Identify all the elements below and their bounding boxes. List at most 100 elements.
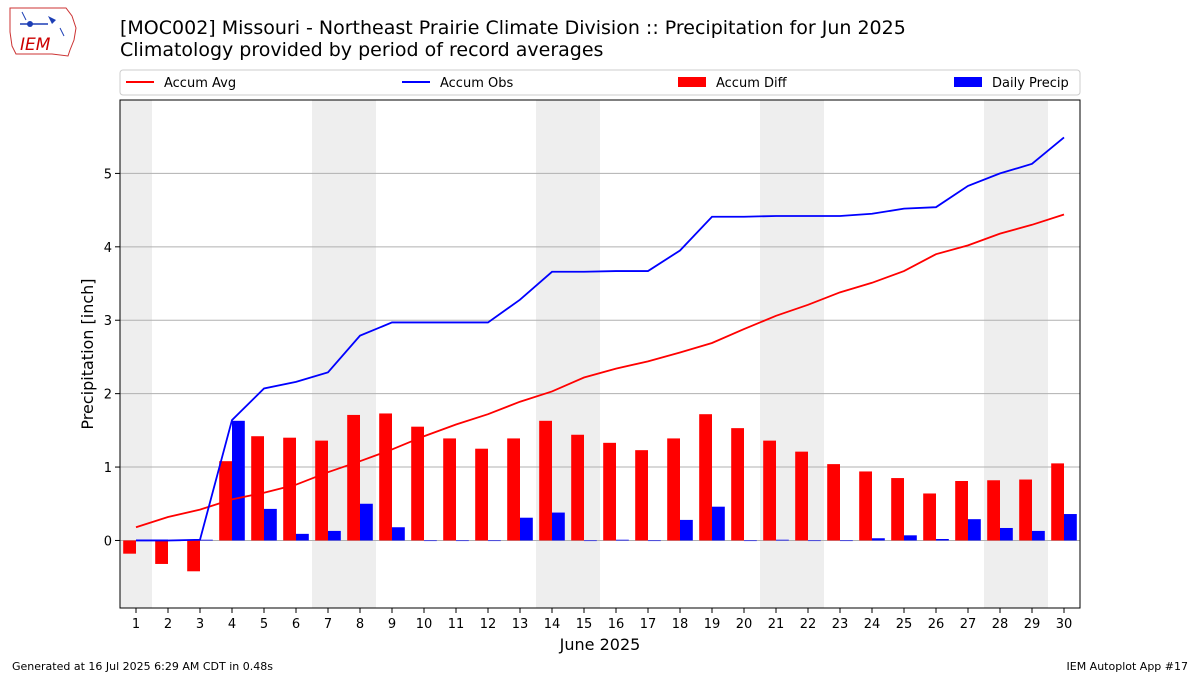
diff-bar-23 — [827, 464, 840, 541]
daily-bar-27 — [968, 519, 981, 541]
daily-bar-15 — [584, 540, 597, 542]
daily-bar-11 — [456, 540, 469, 542]
y-tick-label-1: 1 — [104, 461, 112, 476]
diff-bar-22 — [795, 451, 808, 541]
chart-subtitle: Climatology provided by period of record… — [120, 39, 604, 61]
legend-box — [119, 69, 1081, 96]
y-axis-label: Precipitation [inch] — [78, 278, 97, 429]
x-tick-label-14: 14 — [544, 617, 561, 632]
x-tick-label-22: 22 — [800, 617, 817, 632]
x-tick-label-5: 5 — [260, 617, 268, 632]
x-axis-label: June 2025 — [559, 635, 641, 654]
app-note: IEM Autoplot App #17 — [1066, 660, 1189, 673]
x-tick-label-20: 20 — [736, 617, 753, 632]
line-series — [135, 136, 1065, 542]
x-tick-label-12: 12 — [480, 617, 497, 632]
diff-bar-24 — [859, 471, 872, 541]
daily-bar-21 — [776, 539, 789, 541]
legend-daily-precip-label: Daily Precip — [992, 76, 1069, 91]
bar-series — [123, 413, 1077, 572]
daily-bar-18 — [680, 519, 693, 541]
x-tick-label-4: 4 — [228, 617, 236, 632]
x-tick-label-7: 7 — [324, 617, 332, 632]
line-accum-avg — [135, 213, 1065, 529]
weekend-band-1 — [120, 100, 152, 608]
diff-bar-19 — [699, 414, 712, 541]
x-tick-label-29: 29 — [1024, 617, 1041, 632]
legend-daily-precip-swatch — [954, 77, 982, 87]
x-tick-label-28: 28 — [992, 617, 1009, 632]
daily-bar-23 — [840, 540, 853, 542]
diff-bar-25 — [891, 478, 904, 541]
diff-bar-1 — [123, 540, 136, 554]
x-tick-label-23: 23 — [832, 617, 849, 632]
daily-bar-25 — [904, 535, 917, 541]
daily-bar-19 — [712, 506, 725, 541]
x-tick-label-10: 10 — [416, 617, 433, 632]
diff-bar-8 — [347, 414, 360, 541]
diff-bar-14 — [539, 420, 552, 541]
x-tick-label-3: 3 — [196, 617, 204, 632]
daily-bar-7 — [328, 530, 341, 541]
diff-bar-30 — [1051, 463, 1064, 541]
iem-logo: IEM — [8, 6, 80, 60]
x-tick-label-16: 16 — [608, 617, 625, 632]
x-tick-label-9: 9 — [388, 617, 396, 632]
x-tick-label-11: 11 — [448, 617, 465, 632]
daily-bar-5 — [264, 508, 277, 541]
daily-bar-26 — [936, 538, 949, 541]
daily-bar-30 — [1064, 514, 1077, 541]
diff-bar-21 — [763, 440, 776, 541]
daily-bar-24 — [872, 538, 885, 541]
y-gridlines — [120, 172, 1080, 541]
diff-bar-20 — [731, 428, 744, 541]
diff-bar-26 — [923, 493, 936, 541]
diff-bar-5 — [251, 436, 264, 541]
y-tick-label-3: 3 — [104, 314, 112, 329]
logo-text: IEM — [20, 35, 51, 55]
diff-bar-12 — [475, 448, 488, 541]
x-tick-label-25: 25 — [896, 617, 913, 632]
x-tick-label-24: 24 — [864, 617, 881, 632]
daily-bar-20 — [744, 540, 757, 542]
diff-bar-28 — [987, 480, 1000, 541]
y-axis: 0 1 2 3 4 5 — [104, 167, 120, 549]
x-tick-label-18: 18 — [672, 617, 689, 632]
x-tick-label-13: 13 — [512, 617, 529, 632]
x-tick-label-6: 6 — [292, 617, 300, 632]
x-tick-label-2: 2 — [164, 617, 172, 632]
daily-bar-29 — [1032, 530, 1045, 541]
x-axis: 1 2 3 4 5 6 7 8 9 10 11 12 13 14 15 16 17 18 19 20 21 22 23 24 2… — [132, 608, 1072, 632]
y-tick-label-5: 5 — [104, 167, 112, 182]
daily-bar-28 — [1000, 527, 1013, 541]
x-tick-label-19: 19 — [704, 617, 721, 632]
x-tick-label-21: 21 — [768, 617, 785, 632]
y-tick-label-4: 4 — [104, 241, 112, 256]
weekend-bands — [120, 100, 1048, 608]
y-tick-label-0: 0 — [104, 534, 112, 549]
diff-bar-10 — [411, 426, 424, 541]
daily-bar-6 — [296, 533, 309, 541]
legend: Accum Avg Accum Obs Accum Diff Daily Precip — [119, 69, 1081, 96]
x-tick-label-17: 17 — [640, 617, 657, 632]
x-tick-label-8: 8 — [356, 617, 364, 632]
diff-bar-18 — [667, 438, 680, 541]
daily-bar-3 — [200, 539, 213, 541]
plot-frame — [119, 99, 1081, 609]
daily-bar-16 — [616, 539, 629, 541]
daily-bar-12 — [488, 540, 501, 542]
line-accum-obs — [136, 136, 1065, 542]
chart-title: [MOC002] Missouri - Northeast Prairie Cl… — [120, 17, 906, 39]
daily-bar-9 — [392, 527, 405, 541]
diff-bar-11 — [443, 438, 456, 541]
legend-accum-diff-label: Accum Diff — [716, 76, 788, 91]
daily-bar-10 — [424, 540, 437, 542]
diff-bar-2 — [155, 540, 168, 564]
diff-bar-29 — [1019, 479, 1032, 541]
daily-bar-17 — [648, 540, 661, 542]
daily-bar-13 — [520, 517, 533, 541]
diff-bar-7 — [315, 440, 328, 541]
legend-accum-diff-swatch — [678, 77, 706, 87]
diff-bar-6 — [283, 437, 296, 541]
